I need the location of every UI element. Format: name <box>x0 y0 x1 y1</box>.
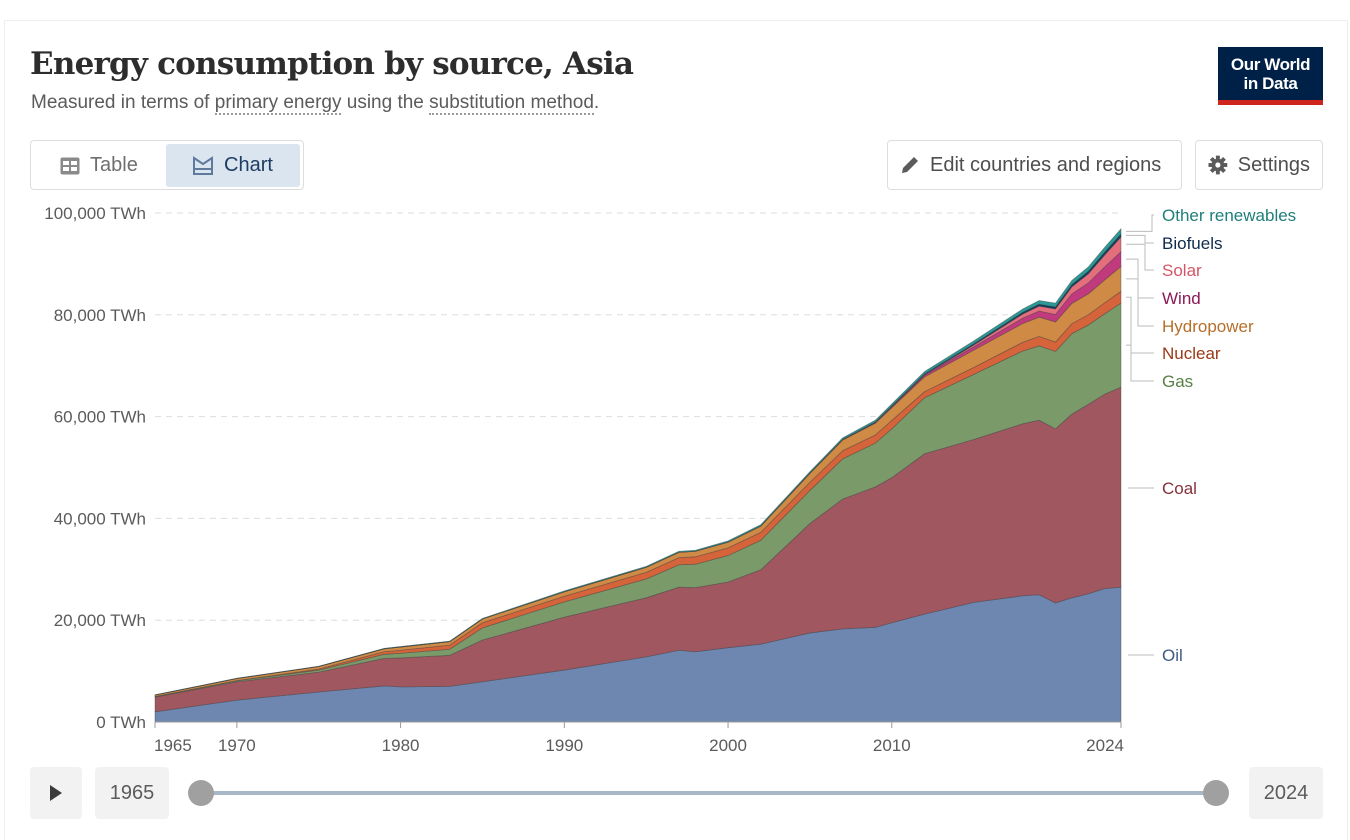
subtitle-mid: using the <box>341 92 430 113</box>
legend-label-other-renewables[interactable]: Other renewables <box>1162 206 1296 225</box>
axes: 0 TWh 20,000 TWh 40,000 TWh 60,000 TWh 80,00… <box>44 204 1124 755</box>
gear-icon <box>1208 155 1228 175</box>
end-year-box[interactable]: 2024 <box>1249 767 1323 819</box>
legend-connector <box>1126 278 1154 327</box>
timeline-track[interactable] <box>210 791 1210 795</box>
end-year-handle[interactable] <box>1203 780 1229 806</box>
tab-chart-label: Chart <box>224 154 273 176</box>
area-other-renewables[interactable] <box>154 227 1122 696</box>
x-tick-label: 2024 <box>1086 736 1124 755</box>
legend-connector <box>1126 258 1154 299</box>
x-tick-label: 1990 <box>545 736 583 755</box>
substitution-method-link[interactable]: substitution method <box>429 92 594 115</box>
settings-button[interactable]: Settings <box>1195 140 1323 190</box>
legend-label-wind[interactable]: Wind <box>1162 289 1201 308</box>
legend-label-oil[interactable]: Oil <box>1162 646 1183 665</box>
view-tabs: Table Chart <box>30 140 304 190</box>
chart-title: Energy consumption by source, Asia <box>30 46 634 82</box>
x-tick-label: 1965 <box>154 736 192 755</box>
subtitle-prefix: Measured in terms of <box>31 92 215 113</box>
legend-label-gas[interactable]: Gas <box>1162 372 1193 391</box>
stacked-area-chart: 0 TWh 20,000 TWh 40,000 TWh 60,000 TWh 80,00… <box>44 204 1296 755</box>
y-tick-label: 80,000 TWh <box>54 306 146 325</box>
edit-countries-button[interactable]: Edit countries and regions <box>887 140 1182 190</box>
legend-connector <box>1126 214 1154 232</box>
logo-line-1: Our World <box>1230 55 1311 74</box>
tab-chart[interactable]: Chart <box>166 144 300 187</box>
area-series <box>154 227 1122 723</box>
chart-subtitle: Measured in terms of primary energy usin… <box>31 92 600 115</box>
play-icon <box>50 785 62 801</box>
settings-label: Settings <box>1237 153 1310 176</box>
pencil-icon <box>902 157 918 173</box>
x-tick-label: 1980 <box>382 736 420 755</box>
x-tick-label: 1970 <box>218 736 256 755</box>
legend-label-nuclear[interactable]: Nuclear <box>1162 344 1221 363</box>
logo-line-2: in Data <box>1243 74 1298 93</box>
start-year-box[interactable]: 1965 <box>95 767 169 819</box>
owid-logo[interactable]: Our World in Data <box>1218 47 1323 105</box>
primary-energy-link[interactable]: primary energy <box>214 92 342 115</box>
legend-label-coal[interactable]: Coal <box>1162 479 1197 498</box>
legend: Oil Coal Gas Nuclear Hydropower Wind Solar Biof… <box>1126 206 1296 665</box>
timeline: 1965 2024 <box>30 767 1323 819</box>
x-tick-label: 2000 <box>709 736 747 755</box>
legend-connector <box>1126 234 1154 244</box>
chart-icon <box>193 155 213 175</box>
edit-countries-label: Edit countries and regions <box>930 153 1162 176</box>
play-button[interactable] <box>30 767 82 819</box>
y-tick-label: 60,000 TWh <box>54 408 146 427</box>
legend-label-solar[interactable]: Solar <box>1162 261 1202 280</box>
tab-table[interactable]: Table <box>34 144 164 187</box>
legend-connector <box>1126 296 1154 354</box>
y-tick-label: 40,000 TWh <box>54 509 146 528</box>
subtitle-suffix: . <box>593 92 600 113</box>
legend-label-hydropower[interactable]: Hydropower <box>1162 317 1254 336</box>
start-year-handle[interactable] <box>188 780 214 806</box>
chart-frame <box>4 20 1348 840</box>
y-tick-label: 100,000 TWh <box>44 204 146 223</box>
y-tick-label: 20,000 TWh <box>54 611 146 630</box>
legend-label-biofuels[interactable]: Biofuels <box>1162 234 1222 253</box>
legend-connector <box>1126 344 1154 382</box>
x-tick-label: 2010 <box>873 736 911 755</box>
legend-connector <box>1126 243 1154 271</box>
tab-table-label: Table <box>90 154 138 176</box>
y-tick-label: 0 TWh <box>96 713 146 732</box>
table-icon <box>60 157 80 174</box>
